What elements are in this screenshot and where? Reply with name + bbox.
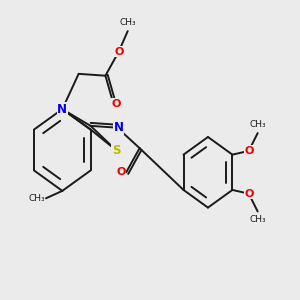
Text: N: N	[114, 121, 124, 134]
Text: N: N	[57, 103, 67, 116]
Text: CH₃: CH₃	[249, 215, 266, 224]
Text: CH₃: CH₃	[28, 194, 45, 203]
Text: S: S	[112, 143, 120, 157]
Text: O: O	[112, 99, 121, 109]
Text: O: O	[244, 146, 254, 156]
Text: O: O	[116, 167, 126, 177]
Text: CH₃: CH₃	[119, 18, 136, 27]
Text: CH₃: CH₃	[249, 120, 266, 129]
Text: O: O	[244, 189, 254, 199]
Text: O: O	[114, 46, 124, 56]
